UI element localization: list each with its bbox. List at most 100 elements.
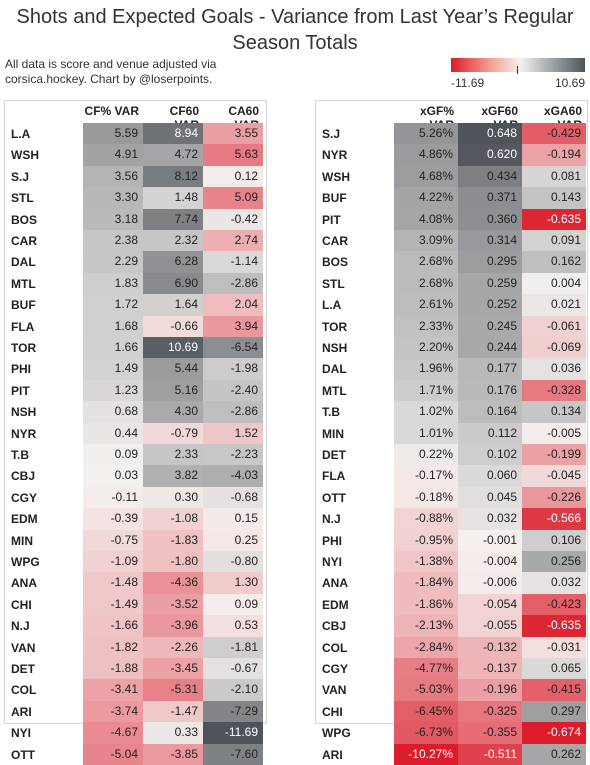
value-cell: 0.620 [458, 144, 522, 166]
value-cell: -1.82 [83, 636, 143, 658]
table-row: CGY -0.11 0.30 -0.68 [5, 486, 266, 509]
table-row: NYI -4.67 0.33 -11.69 [5, 722, 266, 744]
value-cell: 0.045 [458, 486, 522, 509]
value-cell: -2.23 [203, 444, 263, 466]
value-cell: 0.065 [522, 658, 586, 680]
value-cell: -5.31 [143, 679, 203, 701]
value-cell: 3.56 [83, 165, 143, 188]
value-cell: -3.96 [143, 615, 203, 637]
value-cell: -0.415 [522, 679, 586, 701]
legend-min-label: -11.69 [451, 76, 485, 90]
table-row: L.A 2.61% 0.252 0.021 [316, 294, 587, 316]
value-cell: 0.09 [83, 444, 143, 466]
table-row: TOR 2.33% 0.245 -0.061 [316, 315, 587, 337]
expected-goals-table: xGF% VARxGF60 VARxGA60 VARS.J5.26%0.648-… [315, 100, 588, 765]
value-cell: -0.566 [522, 508, 586, 530]
value-cell: 8.12 [143, 165, 203, 188]
table-row: N.J -1.66 -3.96 0.53 [5, 615, 266, 637]
value-cell: 0.244 [458, 337, 522, 359]
value-cell: 0.15 [203, 508, 263, 530]
team-label: VAN [11, 640, 36, 655]
value-cell: -1.48 [83, 572, 143, 594]
value-cell: 0.22% [394, 444, 458, 466]
value-cell: 2.33 [143, 444, 203, 466]
value-cell: 0.106 [522, 529, 586, 551]
team-label: NYR [11, 426, 37, 441]
value-cell: -0.635 [522, 208, 586, 230]
value-cell: 0.245 [458, 315, 522, 337]
team-label: CHI [11, 597, 32, 612]
team-label: L.A [11, 127, 31, 141]
value-cell: 5.09 [203, 187, 263, 209]
value-cell: 0.162 [522, 251, 586, 273]
value-cell: 3.94 [203, 315, 263, 337]
value-cell: -4.36 [143, 572, 203, 594]
team-label: CGY [322, 662, 349, 676]
value-cell: -2.10 [203, 679, 263, 701]
table-row: MTL 1.71% 0.176 -0.328 [316, 379, 587, 402]
table-row: COL -2.84% -0.132 -0.031 [316, 636, 587, 658]
value-cell: 0.060 [458, 465, 522, 487]
value-cell: -0.132 [458, 636, 522, 658]
value-cell: -0.061 [522, 315, 586, 337]
team-label: T.B [11, 448, 29, 462]
value-cell: 2.68% [394, 251, 458, 273]
value-cell: 1.48 [143, 187, 203, 209]
value-cell: 3.55 [203, 123, 263, 145]
value-cell: -3.45 [143, 658, 203, 680]
table-row: ANA -1.84% -0.006 0.032 [316, 572, 587, 594]
value-cell: -2.86 [203, 401, 263, 423]
value-cell: 0.176 [458, 379, 522, 402]
value-cell: 0.297 [522, 700, 586, 723]
value-cell: 5.63 [203, 144, 263, 166]
table-row: CBJ 0.03 3.82 -4.03 [5, 465, 266, 487]
team-label: NYI [11, 726, 32, 741]
legend-center-tick [517, 66, 518, 74]
value-cell: -0.004 [458, 551, 522, 573]
value-cell: -3.85 [143, 743, 203, 765]
table-row: TOR 1.66 10.69 -6.54 [5, 337, 266, 359]
value-cell: 1.23 [83, 379, 143, 402]
value-cell: 6.90 [143, 272, 203, 295]
team-label: VAN [322, 683, 347, 698]
value-cell: -5.03% [394, 679, 458, 701]
team-label: DAL [322, 362, 347, 377]
team-label: CAR [322, 234, 348, 248]
team-label: BUF [322, 191, 347, 206]
value-cell: 3.30 [83, 187, 143, 209]
table-row: NYR 0.44 -0.79 1.52 [5, 422, 266, 444]
team-label: COL [322, 640, 348, 655]
team-label: NYR [322, 148, 348, 163]
team-label: MTL [11, 276, 36, 291]
value-cell: -0.635 [522, 615, 586, 637]
table-row: S.J 3.56 8.12 0.12 [5, 165, 266, 188]
table-row: T.B 0.09 2.33 -2.23 [5, 444, 266, 466]
value-cell: -0.031 [522, 636, 586, 658]
team-label: FLA [322, 469, 346, 484]
value-cell: 1.96% [394, 358, 458, 380]
value-cell: 0.021 [522, 294, 586, 316]
value-cell: -1.83 [143, 529, 203, 551]
value-cell: 2.33% [394, 315, 458, 337]
table-row: DAL 2.29 6.28 -1.14 [5, 251, 266, 273]
value-cell: 0.143 [522, 187, 586, 209]
value-cell: -6.73% [394, 722, 458, 744]
value-cell: -3.41 [83, 679, 143, 701]
value-cell: -1.81 [203, 636, 263, 658]
value-cell: 0.032 [458, 508, 522, 530]
team-label: PHI [322, 533, 343, 548]
team-label: N.J [322, 512, 341, 527]
team-label: EDM [11, 512, 38, 527]
team-label: TOR [11, 341, 37, 355]
table-row: T.B 1.02% 0.164 0.134 [316, 401, 587, 423]
table-row: DAL 1.96% 0.177 0.036 [316, 358, 587, 380]
legend-gradient-bar [451, 58, 585, 74]
team-label: WSH [11, 148, 39, 163]
value-cell: 2.68% [394, 272, 458, 295]
table-row: OTT -5.04 -3.85 -7.60 [5, 743, 266, 765]
value-cell: -0.11 [83, 486, 143, 509]
value-cell: -0.423 [522, 593, 586, 616]
team-label: PIT [322, 212, 341, 227]
team-label: ANA [11, 576, 37, 591]
